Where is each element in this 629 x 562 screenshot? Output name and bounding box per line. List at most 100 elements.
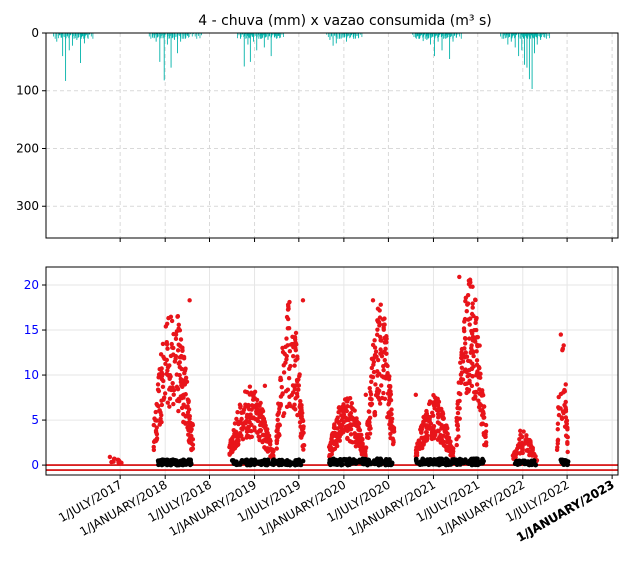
flow-point-red [163, 361, 168, 367]
flow-axes-frame [45, 266, 619, 476]
flow-point-red [517, 441, 522, 446]
rain-axes-frame [45, 32, 619, 239]
flow-point-red [239, 421, 245, 426]
flow-point-red [472, 339, 478, 344]
flow-point-black [522, 458, 527, 464]
flow-point-black [526, 461, 531, 467]
flow-point-red [483, 434, 488, 440]
flow-point-red [348, 410, 354, 416]
flow-point-red [294, 342, 299, 347]
flow-point-red [187, 414, 192, 419]
flow-point-red [421, 439, 426, 444]
flow-y-tick-label: 0 [31, 458, 39, 472]
flow-point-red [458, 372, 464, 377]
flow-point-red [466, 278, 472, 283]
flow-point-red [295, 356, 300, 361]
flow-point-red [287, 348, 293, 354]
flow-point-red [237, 434, 243, 439]
flow-point-red [555, 445, 560, 450]
flow-point-red [286, 376, 292, 381]
flow-point-red [470, 284, 475, 289]
flow-point-red [284, 357, 289, 362]
flow-point-red [375, 386, 380, 392]
flow-point-red [469, 343, 474, 348]
flow-point-red [351, 417, 357, 423]
flow-point-black [463, 459, 469, 465]
flow-point-red [378, 351, 383, 356]
flow-point-red [293, 330, 299, 336]
flow-y-ticks: 0 5 10 15 20 [24, 278, 46, 472]
flow-point-red [419, 443, 424, 449]
flow-point-black [231, 460, 237, 466]
flow-point-red [344, 408, 349, 414]
flow-point-red [473, 320, 478, 326]
flow-point-red [153, 429, 159, 435]
flow-point-red [174, 329, 180, 334]
flow-point-red [559, 416, 565, 422]
flow-point-red [264, 428, 269, 434]
flow-point-red [364, 432, 370, 437]
flow-point-black [533, 462, 539, 468]
flow-point-red [474, 358, 480, 363]
flow-point-black [451, 457, 457, 462]
flow-point-red [565, 449, 570, 455]
flow-point-red [564, 434, 570, 439]
flow-point-red [229, 443, 234, 449]
flow-point-red [228, 437, 233, 443]
flow-point-red [388, 431, 393, 437]
flow-point-red [562, 424, 568, 429]
flow-point-red [379, 383, 384, 388]
flow-point-red [363, 392, 369, 398]
flow-point-black [177, 459, 183, 464]
flow-point-red [432, 404, 437, 409]
flow-point-red [339, 418, 344, 423]
flow-point-red [348, 439, 354, 444]
flow-point-red [373, 349, 379, 354]
flow-point-red [174, 384, 180, 390]
flow-point-red [245, 433, 250, 438]
flow-point-red [189, 446, 194, 452]
flow-point-black [425, 457, 431, 463]
flow-point-red [511, 453, 517, 459]
flow-point-red [367, 386, 372, 391]
flow-point-red [458, 391, 463, 397]
flow-point-red [237, 402, 243, 407]
flow-point-red [377, 401, 383, 406]
flow-point-red [381, 367, 386, 373]
flow-point-red [518, 428, 523, 434]
flow-x-ticks: 1/JULY/20171/JANUARY/20181/JULY/20181/JA… [56, 475, 617, 545]
flow-point-red [244, 426, 249, 431]
flow-point-red [165, 346, 170, 351]
flow-point-red [257, 414, 262, 420]
flow-point-red [165, 400, 170, 405]
flow-point-red [293, 347, 298, 353]
flow-point-red [253, 416, 258, 422]
flow-point-red [353, 439, 359, 445]
flow-point-black [565, 462, 571, 467]
flow-point-red [391, 438, 396, 443]
flow-point-red [474, 327, 479, 333]
flow-point-red [230, 447, 236, 452]
flow-point-black [344, 461, 350, 467]
flow-point-red [185, 425, 190, 430]
rain-y-tick-label: 300 [16, 199, 39, 213]
flow-point-red [243, 389, 248, 394]
flow-point-red [448, 442, 453, 448]
flow-point-red [382, 357, 388, 363]
flow-point-red [382, 322, 387, 327]
flow-point-red [461, 326, 467, 331]
flow-point-red [466, 317, 471, 322]
flow-point-red [182, 370, 187, 376]
flow-point-red [479, 422, 484, 427]
flow-point-red [331, 441, 337, 447]
flow-point-red [160, 341, 166, 347]
flow-point-red [153, 418, 158, 423]
flow-point-red [348, 404, 354, 410]
flow-point-red [455, 401, 460, 407]
flow-point-red [287, 401, 292, 407]
flow-point-red [477, 343, 482, 348]
flow-point-red [514, 449, 519, 454]
flow-point-black [277, 457, 282, 463]
flow-point-black [468, 457, 474, 462]
flow-point-red [258, 428, 263, 434]
